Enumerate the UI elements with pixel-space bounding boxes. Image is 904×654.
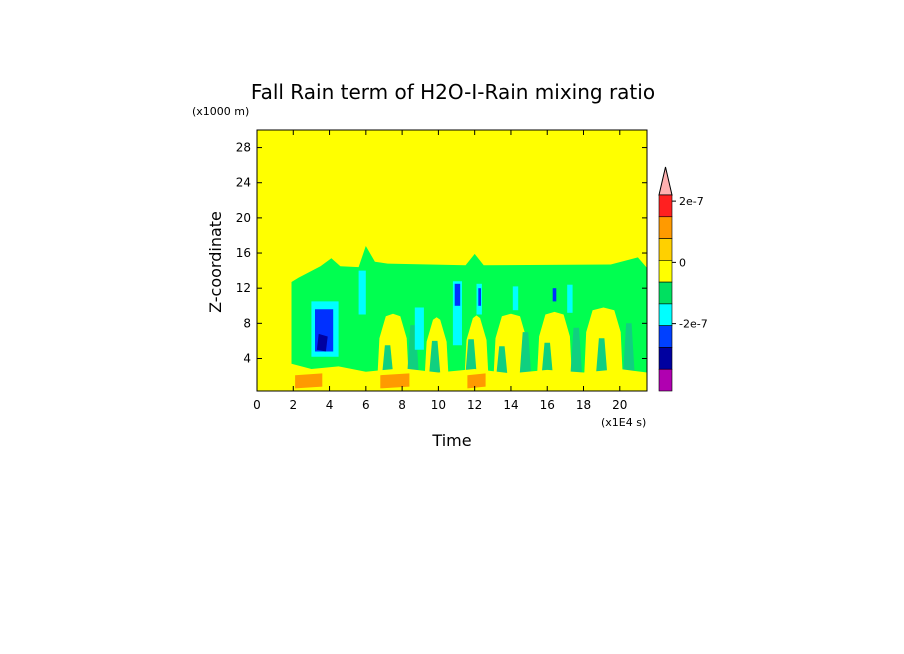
field-region bbox=[519, 332, 532, 384]
y-tick-label: 20 bbox=[236, 211, 251, 225]
field-region bbox=[622, 323, 636, 384]
colorbar-level bbox=[658, 281, 673, 305]
y-tick-label: 24 bbox=[236, 176, 251, 190]
colorbar: 2e-7 0 -2e-7 bbox=[658, 166, 708, 392]
plot-frame bbox=[256, 129, 648, 392]
x-tick-label: 0 bbox=[253, 398, 261, 412]
colorbar-level bbox=[658, 347, 673, 370]
x-tick-label: 2 bbox=[289, 398, 297, 412]
plot-area bbox=[256, 129, 648, 392]
x-tick-label: 8 bbox=[398, 398, 406, 412]
x-tick-label: 10 bbox=[431, 398, 446, 412]
colorbar-level bbox=[658, 368, 673, 392]
x-axis-ticks: 0 2 4 6 8 10 12 14 16 18 20 bbox=[253, 130, 627, 412]
x-tick-label: 18 bbox=[576, 398, 591, 412]
colorbar-level bbox=[658, 166, 673, 196]
field-region bbox=[567, 284, 573, 313]
colorbar-level bbox=[658, 238, 673, 261]
field-regions bbox=[291, 246, 647, 391]
x-tick-label: 16 bbox=[540, 398, 555, 412]
field-region bbox=[552, 288, 557, 302]
colorbar-level bbox=[658, 216, 673, 239]
x-axis-label: Time bbox=[431, 431, 471, 450]
y-tick-label: 8 bbox=[243, 316, 251, 330]
y-tick-label: 16 bbox=[236, 246, 251, 260]
y-tick-label: 4 bbox=[243, 351, 251, 365]
field-region bbox=[454, 283, 461, 306]
y-axis-ticks: 4 8 12 16 20 24 28 bbox=[236, 141, 647, 365]
colorbar-level bbox=[658, 260, 673, 283]
field-region bbox=[414, 307, 424, 350]
field-region bbox=[569, 327, 583, 384]
colorbar-level bbox=[658, 194, 673, 218]
x-unit-note: (x1E4 s) bbox=[601, 416, 646, 429]
colorbar-level bbox=[658, 325, 673, 348]
field-region bbox=[467, 373, 486, 389]
field-region bbox=[380, 373, 410, 389]
x-tick-label: 4 bbox=[326, 398, 334, 412]
y-tick-label: 12 bbox=[236, 281, 251, 295]
x-tick-label: 6 bbox=[362, 398, 370, 412]
x-tick-label: 20 bbox=[612, 398, 627, 412]
colorbar-label: 2e-7 bbox=[679, 195, 704, 208]
field-region bbox=[316, 333, 328, 352]
x-tick-label: 12 bbox=[467, 398, 482, 412]
colorbar-label: -2e-7 bbox=[679, 318, 708, 331]
colorbar-label: 0 bbox=[679, 256, 686, 269]
chart-title: Fall Rain term of H2O-I-Rain mixing rati… bbox=[251, 80, 655, 104]
field-region bbox=[512, 286, 519, 311]
y-axis-label: Z-coordinate bbox=[206, 211, 225, 313]
field-region bbox=[478, 288, 481, 306]
field-region bbox=[295, 373, 323, 389]
field-region bbox=[358, 270, 366, 315]
y-unit-note: (x1000 m) bbox=[192, 105, 249, 118]
y-tick-label: 28 bbox=[236, 141, 251, 155]
x-tick-label: 14 bbox=[503, 398, 518, 412]
colorbar-level bbox=[658, 303, 673, 326]
